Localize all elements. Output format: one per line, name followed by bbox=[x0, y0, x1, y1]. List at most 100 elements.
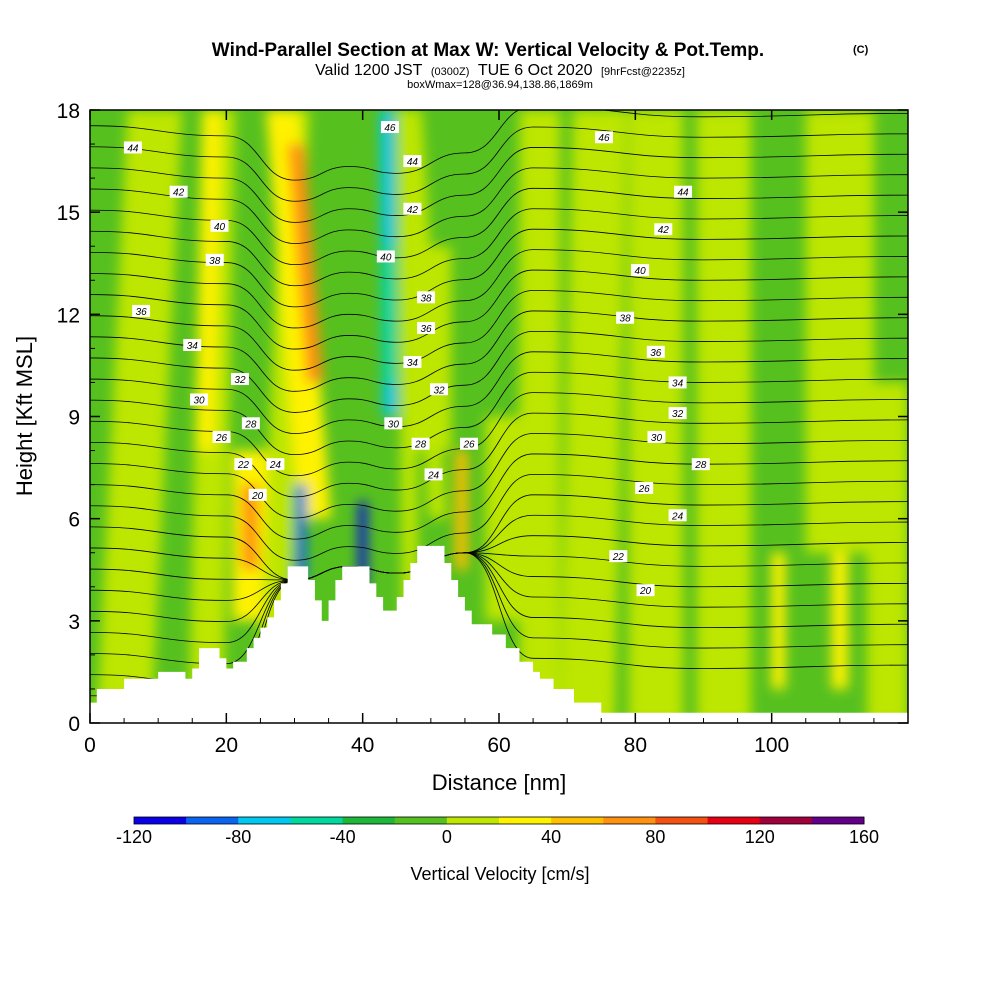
theta-contour-line bbox=[90, 310, 908, 392]
contour-label-box bbox=[169, 185, 188, 198]
colorbar-tick-label: 160 bbox=[849, 827, 879, 847]
chart-subtitle: Valid 1200 JST (0300Z) TUE 6 Oct 2020 [9… bbox=[315, 62, 685, 79]
contour-label-box bbox=[210, 219, 229, 232]
contour-label: 42 bbox=[173, 188, 185, 199]
contour-label-box bbox=[616, 311, 635, 324]
y-tick-label: 12 bbox=[57, 304, 80, 327]
subtitle-forecast: [9hrFcst@2235z] bbox=[601, 66, 685, 78]
contour-label-box bbox=[403, 155, 422, 168]
velocity-cell bbox=[455, 450, 468, 570]
y-tick-label: 9 bbox=[68, 407, 80, 430]
contour-label: 36 bbox=[420, 324, 432, 335]
contour-label: 34 bbox=[407, 358, 419, 369]
velocity-cell bbox=[696, 110, 752, 723]
x-axis-label: Distance [nm] bbox=[432, 770, 567, 795]
theta-contour-line bbox=[90, 249, 908, 329]
colorbar-swatch bbox=[446, 817, 500, 824]
contour-label-box bbox=[123, 141, 142, 154]
velocity-cell bbox=[771, 552, 786, 689]
contour-label: 26 bbox=[462, 440, 475, 451]
contour-label-box bbox=[384, 417, 403, 430]
theta-contour-line bbox=[90, 433, 908, 519]
contour-label-box bbox=[654, 223, 673, 236]
contour-label-box bbox=[430, 383, 449, 396]
colorbar-title: Vertical Velocity [cm/s] bbox=[410, 864, 589, 884]
contour-label: 24 bbox=[671, 511, 684, 522]
contour-label: 34 bbox=[672, 378, 684, 389]
chart-subtitle-2: boxWmax=128@36.94,138.86,1869m bbox=[407, 79, 593, 91]
theta-contour-line bbox=[90, 290, 908, 371]
colorbar-swatch bbox=[655, 817, 709, 824]
theta-contour-line bbox=[90, 110, 908, 181]
y-axis-label: Height [Kft MSL] bbox=[12, 336, 37, 496]
y-tick-label: 15 bbox=[57, 202, 80, 225]
velocity-cell bbox=[805, 110, 874, 553]
colorbar-tick-label: -120 bbox=[116, 827, 152, 847]
contour-label: 38 bbox=[209, 256, 221, 267]
chart-title: Wind-Parallel Section at Max W: Vertical… bbox=[212, 40, 764, 61]
velocity-cell bbox=[197, 110, 221, 451]
contour-label-box bbox=[424, 468, 443, 481]
colorbar-tick-label: -40 bbox=[330, 827, 356, 847]
contour-label-box bbox=[205, 253, 224, 266]
colorbar-swatch bbox=[238, 817, 291, 824]
colorbar-swatch bbox=[707, 817, 761, 824]
contour-label: 44 bbox=[407, 157, 419, 168]
contour-label-box bbox=[266, 458, 285, 471]
contour-label: 30 bbox=[388, 419, 400, 430]
contour-label: 46 bbox=[384, 123, 396, 134]
theta-contour-labels: 44 42 40 38 36 34 32 30 28 26 24 22 20 46 44 42 40 38 36 34… bbox=[123, 121, 710, 597]
contour-label: 46 bbox=[598, 133, 610, 144]
contour-label: 32 bbox=[234, 375, 246, 386]
contour-label: 36 bbox=[650, 348, 662, 359]
contour-label-box bbox=[376, 250, 395, 263]
contour-label: 24 bbox=[427, 470, 440, 481]
theta-contour-line bbox=[90, 167, 908, 244]
velocity-cell bbox=[560, 110, 628, 723]
contour-label: 40 bbox=[380, 252, 392, 263]
contour-label: 28 bbox=[694, 460, 707, 471]
colorbar-swatch bbox=[394, 817, 448, 824]
contour-label: 20 bbox=[251, 491, 264, 502]
contour-label: 44 bbox=[677, 188, 689, 199]
velocity-cell bbox=[358, 501, 367, 587]
x-tick-label: 0 bbox=[84, 734, 96, 757]
contour-label-box bbox=[631, 264, 650, 277]
theta-contour-line bbox=[90, 187, 908, 266]
contour-label-box bbox=[609, 550, 628, 563]
contour-label: 24 bbox=[269, 460, 282, 471]
contour-label: 40 bbox=[635, 266, 647, 277]
contour-label: 38 bbox=[620, 314, 632, 325]
contour-label-box bbox=[241, 417, 260, 430]
contour-label: 36 bbox=[136, 307, 148, 318]
colorbar-swatch bbox=[603, 817, 656, 824]
x-tick-label: 60 bbox=[487, 734, 510, 757]
contour-label-box bbox=[411, 437, 430, 450]
velocity-cell bbox=[410, 246, 452, 451]
contour-label: 42 bbox=[407, 205, 419, 216]
contour-label: 22 bbox=[612, 552, 625, 563]
contour-label: 22 bbox=[237, 460, 250, 471]
contour-label: 26 bbox=[638, 484, 651, 495]
contour-label-box bbox=[403, 356, 422, 369]
contour-label-box bbox=[380, 121, 399, 134]
colorbar-tick-label: 80 bbox=[645, 827, 665, 847]
contour-label: 26 bbox=[215, 433, 228, 444]
x-tick-label: 20 bbox=[215, 734, 238, 757]
contour-label-box bbox=[460, 437, 479, 450]
contour-label: 34 bbox=[187, 341, 199, 352]
chart-title-tag: (C) bbox=[853, 44, 869, 56]
velocity-cell bbox=[831, 552, 849, 689]
contour-label-box bbox=[646, 345, 665, 358]
terrain-mask bbox=[90, 545, 908, 723]
contour-label-box bbox=[674, 185, 693, 198]
contour-label: 30 bbox=[194, 395, 206, 406]
x-tick-label: 80 bbox=[624, 734, 647, 757]
y-tick-label: 18 bbox=[57, 100, 80, 123]
theta-contour-line bbox=[90, 392, 908, 477]
contour-label: 28 bbox=[414, 440, 427, 451]
colorbar-frame bbox=[133, 816, 865, 825]
contour-label-box bbox=[234, 458, 253, 471]
contour-label-box bbox=[230, 373, 249, 386]
subtitle-valid: Valid 1200 JST bbox=[315, 62, 423, 79]
